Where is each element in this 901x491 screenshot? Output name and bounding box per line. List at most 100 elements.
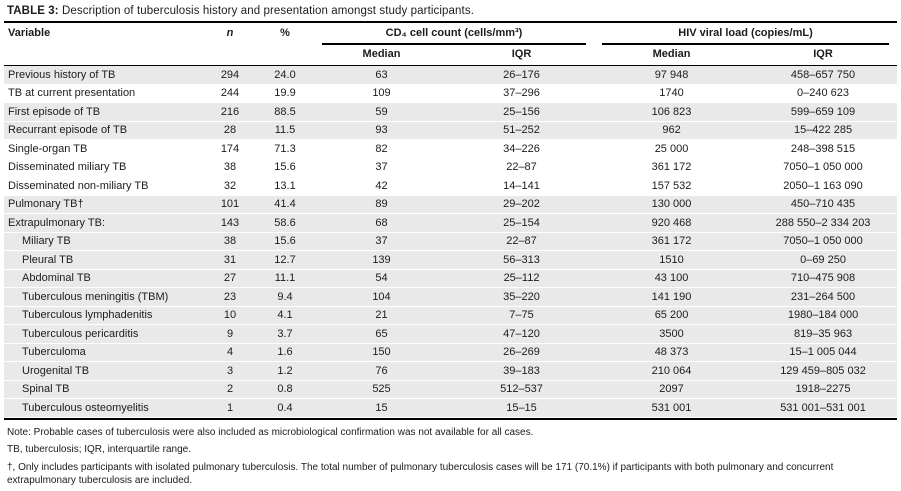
cell-cd4-median: 76 (314, 361, 449, 381)
cell-cd4-median: 15 (314, 398, 449, 418)
cell-hiv-median: 920 468 (594, 213, 750, 233)
cell-cd4-iqr: 34–226 (449, 139, 595, 159)
table-row: Tuberculous pericarditis 9 3.7 65 47–120 3500… (4, 324, 898, 344)
cell-cd4-median: 37 (314, 232, 449, 251)
cell-cd4-iqr: 14–141 (449, 176, 595, 196)
cell-cd4-iqr: 25–154 (449, 213, 595, 233)
cell-cd4-iqr: 26–176 (449, 65, 595, 85)
cell-variable: Recurrant episode of TB (4, 121, 204, 140)
cell-cd4-median: 93 (314, 121, 449, 140)
cell-cd4-median: 63 (314, 65, 449, 85)
cell-percent: 13.1 (256, 176, 314, 196)
cell-percent: 0.8 (256, 380, 314, 399)
table-row: Tuberculous meningitis (TBM) 23 9.4 104 35–2… (4, 287, 898, 307)
cell-hiv-iqr: 458–657 750 (749, 65, 898, 85)
cell-variable: Tuberculoma (4, 343, 204, 362)
cell-n: 294 (204, 65, 256, 85)
cell-n: 31 (204, 250, 256, 270)
cell-cd4-median: 89 (314, 195, 449, 214)
col-header-n: n (204, 23, 256, 66)
cell-cd4-iqr: 512–537 (449, 380, 595, 399)
cell-n: 32 (204, 176, 256, 196)
cell-variable: Spinal TB (4, 380, 204, 399)
cell-hiv-iqr: 819–35 963 (749, 324, 898, 344)
cell-variable: TB at current presentation (4, 84, 204, 103)
cell-hiv-median: 157 532 (594, 176, 750, 196)
cell-variable: Tuberculous osteomyelitis (4, 398, 204, 418)
cell-cd4-iqr: 56–313 (449, 250, 595, 270)
cell-hiv-median: 1510 (594, 250, 750, 270)
table-row: Single-organ TB 174 71.3 82 34–226 25 000 248–… (4, 139, 898, 159)
cell-percent: 12.7 (256, 250, 314, 270)
cell-percent: 24.0 (256, 65, 314, 85)
cell-n: 38 (204, 158, 256, 177)
cell-hiv-iqr: 7050–1 050 000 (749, 232, 898, 251)
cell-hiv-iqr: 450–710 435 (749, 195, 898, 214)
cell-cd4-iqr: 39–183 (449, 361, 595, 381)
cell-hiv-median: 141 190 (594, 287, 750, 307)
cell-cd4-iqr: 7–75 (449, 306, 595, 325)
cell-n: 9 (204, 324, 256, 344)
cell-n: 2 (204, 380, 256, 399)
col-header-hiv-median: Median (594, 45, 750, 66)
cell-cd4-median: 104 (314, 287, 449, 307)
cell-cd4-median: 54 (314, 269, 449, 288)
cell-cd4-iqr: 22–87 (449, 232, 595, 251)
cell-cd4-iqr: 51–252 (449, 121, 595, 140)
cell-n: 216 (204, 102, 256, 122)
cell-percent: 15.6 (256, 158, 314, 177)
table-row: Abdominal TB 27 11.1 54 25–112 43 100 710–475 … (4, 269, 898, 288)
cell-cd4-iqr: 35–220 (449, 287, 595, 307)
cell-cd4-median: 37 (314, 158, 449, 177)
cell-percent: 71.3 (256, 139, 314, 159)
cell-variable: Extrapulmonary TB: (4, 213, 204, 233)
cell-cd4-median: 21 (314, 306, 449, 325)
tb-history-table: Variable n % CD₄ cell count (cells/mm³) … (4, 23, 898, 418)
table-row: Urogenital TB 3 1.2 76 39–183 210 064 129 459–… (4, 361, 898, 381)
cell-variable: Tuberculous pericarditis (4, 324, 204, 344)
cell-n: 174 (204, 139, 256, 159)
cell-hiv-median: 531 001 (594, 398, 750, 418)
cell-percent: 11.5 (256, 121, 314, 140)
cell-n: 3 (204, 361, 256, 381)
cell-percent: 9.4 (256, 287, 314, 307)
cell-percent: 15.6 (256, 232, 314, 251)
cell-hiv-iqr: 15–422 285 (749, 121, 898, 140)
table-row: Recurrant episode of TB 28 11.5 93 51–252 962… (4, 121, 898, 140)
cell-n: 10 (204, 306, 256, 325)
cell-cd4-median: 68 (314, 213, 449, 233)
cell-hiv-median: 3500 (594, 324, 750, 344)
table-row: Disseminated miliary TB 38 15.6 37 22–87 361 … (4, 158, 898, 177)
col-group-cd4-label: CD₄ cell count (cells/mm³) (322, 27, 587, 45)
cell-hiv-iqr: 1918–2275 (749, 380, 898, 399)
cell-hiv-median: 210 064 (594, 361, 750, 381)
table-row: Miliary TB 38 15.6 37 22–87 361 172 7050–1 050… (4, 232, 898, 251)
cell-hiv-median: 2097 (594, 380, 750, 399)
cell-cd4-iqr: 22–87 (449, 158, 595, 177)
cell-cd4-median: 82 (314, 139, 449, 159)
footnote-note: Note: Probable cases of tuberculosis wer… (7, 426, 534, 438)
cell-percent: 58.6 (256, 213, 314, 233)
table-row: First episode of TB 216 88.5 59 25–156 106 82… (4, 102, 898, 122)
cell-cd4-median: 109 (314, 84, 449, 103)
table-row: Tuberculous lymphadenitis 10 4.1 21 7–75 65 2… (4, 306, 898, 325)
col-header-cd4-iqr: IQR (449, 45, 595, 66)
cell-cd4-iqr: 25–156 (449, 102, 595, 122)
cell-variable: Disseminated non-miliary TB (4, 176, 204, 196)
table-row: Previous history of TB 294 24.0 63 26–176 97 … (4, 65, 898, 85)
cell-hiv-iqr: 0–69 250 (749, 250, 898, 270)
cell-hiv-median: 361 172 (594, 232, 750, 251)
cell-hiv-iqr: 710–475 908 (749, 269, 898, 288)
cell-cd4-median: 59 (314, 102, 449, 122)
cell-n: 28 (204, 121, 256, 140)
cell-hiv-iqr: 248–398 515 (749, 139, 898, 159)
cell-cd4-iqr: 37–296 (449, 84, 595, 103)
cell-hiv-median: 106 823 (594, 102, 750, 122)
footnote-dagger: †, Only includes participants with isola… (7, 461, 834, 487)
table-row: Tuberculoma 4 1.6 150 26–269 48 373 15–1 005 0… (4, 343, 898, 362)
cell-hiv-median: 25 000 (594, 139, 750, 159)
table-title: TABLE 3: Description of tuberculosis his… (4, 3, 897, 21)
table-body: Previous history of TB 294 24.0 63 26–176 97 … (4, 65, 898, 418)
col-header-variable: Variable (4, 23, 204, 66)
table-footnotes: Note: Probable cases of tuberculosis wer… (4, 420, 897, 488)
